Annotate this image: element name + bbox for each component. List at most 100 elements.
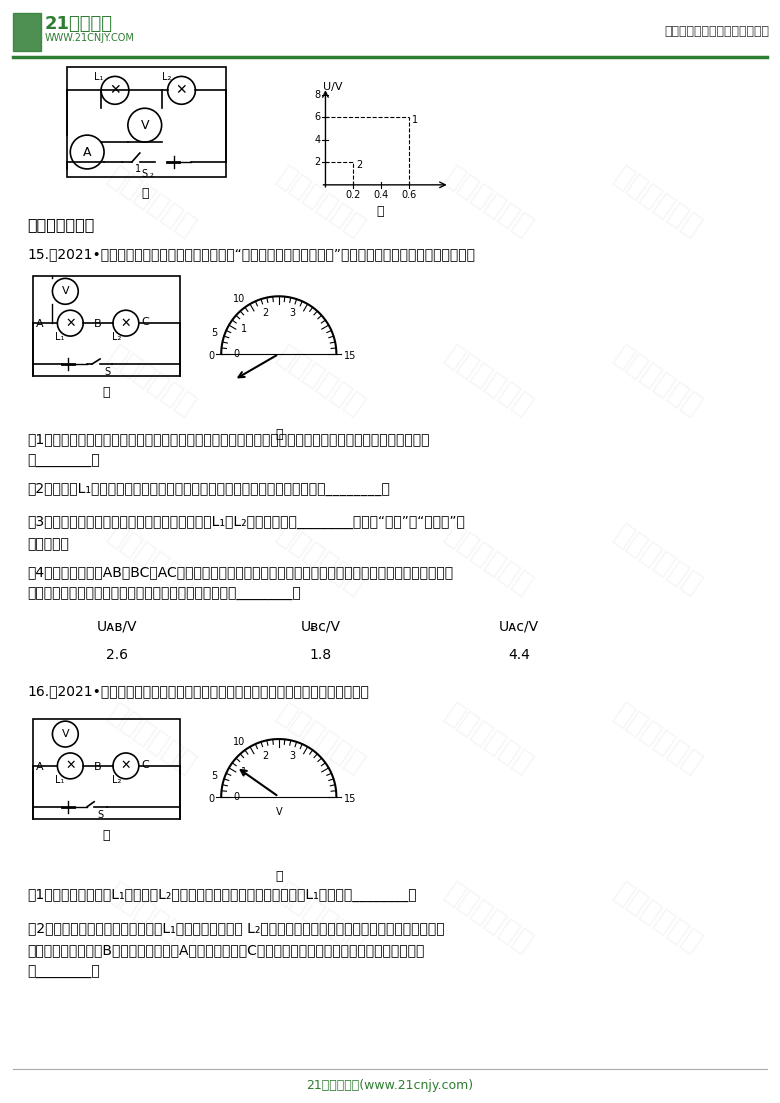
Text: 5: 5 — [211, 328, 218, 339]
Text: 精品教育资料: 精品教育资料 — [271, 520, 370, 600]
Text: 精品教育资料: 精品教育资料 — [609, 699, 707, 779]
Text: 15: 15 — [344, 794, 356, 804]
Text: 2: 2 — [356, 160, 363, 170]
Text: L₂: L₂ — [112, 332, 122, 342]
Text: L₁: L₁ — [55, 775, 65, 785]
Text: U/V: U/V — [324, 83, 343, 93]
Text: V: V — [275, 806, 282, 816]
Text: A: A — [83, 146, 91, 159]
Text: 2: 2 — [263, 751, 269, 761]
Text: （1）闭合开关，发现L₁不发光，L₂比较亮，电压表示数为零，则小灯泡L₁的故障是________。: （1）闭合开关，发现L₁不发光，L₂比较亮，电压表示数为零，则小灯泡L₁的故障是… — [27, 888, 417, 902]
Text: （4）芳芳分别测出AB、BC、AC间的电压并记录在如下表格中，分析实验数据得出结论：串联电路总电压等: （4）芳芳分别测出AB、BC、AC间的电压并记录在如下表格中，分析实验数据得出结… — [27, 565, 454, 579]
Text: 1: 1 — [135, 164, 141, 174]
Text: 精品教育资料: 精品教育资料 — [271, 878, 370, 959]
Text: 精品教育资料: 精品教育资料 — [441, 341, 538, 421]
Text: 精品教育资料: 精品教育资料 — [103, 341, 200, 421]
Text: L₂: L₂ — [112, 775, 122, 785]
Text: 精品教育资料: 精品教育资料 — [271, 699, 370, 779]
Text: 0.2: 0.2 — [346, 190, 361, 200]
Text: 4: 4 — [314, 135, 321, 144]
Text: 6: 6 — [314, 113, 321, 122]
Bar — [11, 11, 204, 53]
Text: A: A — [36, 762, 43, 772]
Text: C: C — [142, 760, 150, 770]
Text: 精品教育资料: 精品教育资料 — [271, 162, 370, 242]
Text: 2: 2 — [314, 158, 321, 168]
Text: 3: 3 — [289, 309, 295, 319]
Text: 精品教育资料: 精品教育资料 — [271, 341, 370, 421]
Text: ✕: ✕ — [121, 317, 131, 330]
Text: 方法：电压表所接的B接点不动，只断开A接点，并改接到C接点上。此操作可能会导致电压表出现的现象: 方法：电压表所接的B接点不动，只断开A接点，并改接到C接点上。此操作可能会导致电… — [27, 943, 425, 957]
Text: 精品教育资料: 精品教育资料 — [103, 699, 200, 779]
Text: 8: 8 — [314, 89, 321, 99]
Bar — [33, 719, 179, 818]
Text: 精品教育资料: 精品教育资料 — [103, 878, 200, 959]
Text: 精品教育资料: 精品教育资料 — [441, 520, 538, 600]
Text: 21世纪教育: 21世纪教育 — [44, 14, 112, 33]
Text: WWW.21CNJY.COM: WWW.21CNJY.COM — [44, 33, 134, 43]
Text: 0.4: 0.4 — [374, 190, 388, 200]
Text: （3）芳芳为了使探究得出的结论具有普遍意义，L₁、L₂应该选择规格________（选填“相同”或“不相同”）: （3）芳芳为了使探究得出的结论具有普遍意义，L₁、L₂应该选择规格_______… — [27, 515, 466, 529]
Text: V: V — [62, 287, 69, 297]
Text: B: B — [94, 762, 101, 772]
Text: 的小灯泡；: 的小灯泡； — [27, 537, 69, 552]
Text: 精品教育资料: 精品教育资料 — [609, 162, 707, 242]
Text: 精品教育资料: 精品教育资料 — [441, 162, 538, 242]
Text: 16.（2021•成都模拟）如图甲所示，小明同学对串联电路中电压的规律进行了探究。: 16.（2021•成都模拟）如图甲所示，小明同学对串联电路中电压的规律进行了探究… — [27, 684, 370, 698]
Text: 4.4: 4.4 — [508, 647, 530, 662]
Text: L₂: L₂ — [161, 73, 171, 83]
Text: V: V — [62, 729, 69, 739]
Text: 乙: 乙 — [376, 205, 384, 217]
Text: 15: 15 — [344, 351, 356, 361]
Text: 精品教育资料: 精品教育资料 — [441, 878, 538, 959]
Text: L₁: L₁ — [55, 332, 65, 342]
Text: 精品教育资料: 精品教育资料 — [609, 341, 707, 421]
Text: 是________。: 是________。 — [27, 965, 101, 978]
Text: 3: 3 — [289, 751, 295, 761]
Text: 中小学教育资源及组卷应用平台: 中小学教育资源及组卷应用平台 — [665, 24, 769, 38]
Text: 精品教育资料: 精品教育资料 — [441, 699, 538, 779]
Text: Uᴃᴄ/V: Uᴃᴄ/V — [300, 620, 341, 633]
Text: ✕: ✕ — [65, 317, 76, 330]
Text: 精品教育资料: 精品教育资料 — [609, 520, 707, 600]
Text: 精品教育资料: 精品教育资料 — [103, 520, 200, 600]
Text: 三、实验探究题: 三、实验探究题 — [27, 216, 95, 232]
Text: 甲: 甲 — [141, 186, 148, 200]
Text: （1）在连接电路时发现，刚接好最后一根导线，电压表的指针就发生了偏转，由此可知在连接电路时，他忘: （1）在连接电路时发现，刚接好最后一根导线，电压表的指针就发生了偏转，由此可知在… — [27, 432, 430, 447]
Text: 1: 1 — [241, 324, 247, 334]
Text: C: C — [142, 318, 150, 328]
Text: ✕: ✕ — [176, 84, 187, 97]
Text: S: S — [142, 169, 148, 179]
Text: Uᴀʙ/V: Uᴀʙ/V — [97, 620, 137, 633]
Text: B: B — [94, 319, 101, 329]
Text: ✕: ✕ — [121, 759, 131, 772]
Bar — [12, 13, 41, 51]
Text: （2）排除故障后，小明正确测出了L₁两端的电压，在测 L₂两端的电压时，小明为了节省时间，打算采用以下: （2）排除故障后，小明正确测出了L₁两端的电压，在测 L₂两端的电压时，小明为了… — [27, 921, 445, 935]
Bar — [33, 277, 179, 376]
Text: Uᴀᴄ/V: Uᴀᴄ/V — [499, 620, 539, 633]
Text: 2: 2 — [263, 309, 269, 319]
Text: 5: 5 — [211, 771, 218, 781]
Text: ₂: ₂ — [150, 169, 154, 179]
Text: ✕: ✕ — [65, 759, 76, 772]
Text: 了________。: 了________。 — [27, 454, 101, 469]
Text: 1.8: 1.8 — [310, 647, 332, 662]
Text: ✕: ✕ — [109, 84, 121, 97]
Text: 于各部分电路两端电压之和。请对芳芳的做法进行评价：________。: 于各部分电路两端电压之和。请对芳芳的做法进行评价：________。 — [27, 587, 301, 601]
Text: 0.6: 0.6 — [401, 190, 417, 200]
Text: A: A — [36, 319, 43, 329]
Text: 0: 0 — [208, 794, 215, 804]
Text: 乙: 乙 — [275, 870, 282, 884]
Text: 0: 0 — [233, 349, 239, 358]
Text: S: S — [97, 810, 103, 820]
Text: S: S — [104, 367, 110, 377]
Text: 精品教育资料: 精品教育资料 — [609, 878, 707, 959]
Text: （2）在测量L₁两端的电压时，芳芳发现电压表的指针偏转如图乙所示，原因是________。: （2）在测量L₁两端的电压时，芳芳发现电压表的指针偏转如图乙所示，原因是____… — [27, 482, 391, 496]
Text: 0: 0 — [208, 351, 215, 361]
Text: 精品教育资料: 精品教育资料 — [103, 162, 200, 242]
Text: 乙: 乙 — [275, 428, 282, 440]
Text: 21世纪教育网(www.21cnjy.com): 21世纪教育网(www.21cnjy.com) — [307, 1080, 473, 1092]
Text: V: V — [140, 119, 149, 131]
Bar — [67, 67, 226, 176]
Text: 1: 1 — [241, 767, 247, 777]
